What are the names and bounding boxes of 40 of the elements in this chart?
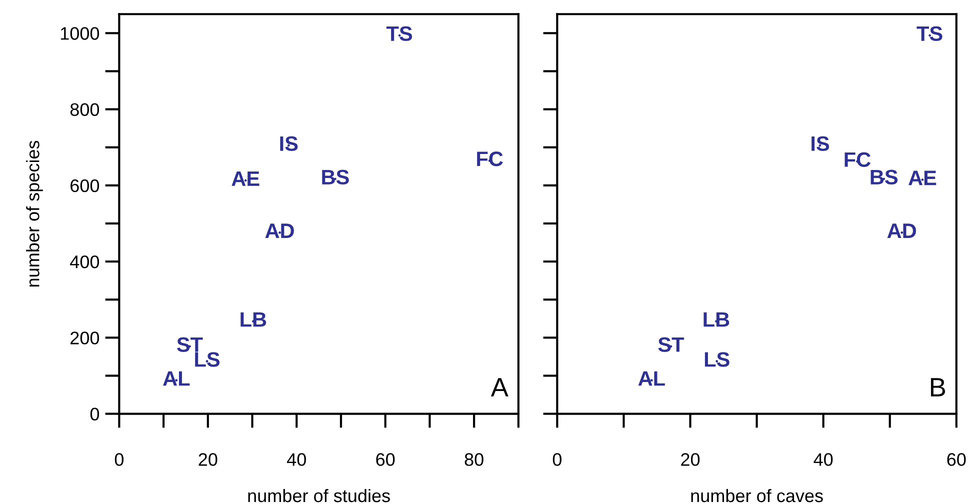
data-label: AL — [638, 371, 665, 386]
data-label: BS — [322, 170, 349, 185]
data-label: TS — [386, 26, 412, 42]
x-tick-label: 20 — [681, 453, 700, 466]
data-label: LS — [195, 352, 220, 367]
data-label: LS — [704, 352, 730, 367]
x-tick-label: 60 — [947, 453, 966, 466]
data-label: TS — [916, 26, 942, 42]
x-tick-label: 0 — [552, 453, 562, 466]
x-tick-label: 40 — [286, 453, 306, 466]
annotation: B — [930, 378, 946, 396]
data-label: AD — [265, 224, 294, 238]
data-label: LB — [240, 312, 266, 327]
x-tick-label: 80 — [464, 453, 484, 466]
y-tick-label: 400 — [70, 255, 100, 268]
x-tick-label: 60 — [376, 453, 395, 466]
data-label: IS — [812, 136, 830, 152]
y-tick-label: 1000 — [60, 27, 100, 40]
y-axis-title: number of species — [26, 140, 43, 287]
data-label: FC — [844, 152, 871, 168]
data-label: FC — [477, 152, 503, 166]
x-axis-title: number of studies — [248, 488, 390, 502]
data-label: AD — [887, 224, 916, 238]
data-label: BS — [870, 170, 898, 185]
x-tick-label: 0 — [114, 453, 124, 466]
x-tick-label: 20 — [198, 453, 218, 466]
data-label: IS — [280, 136, 298, 152]
annotation: A — [490, 378, 508, 396]
y-tick-label: 200 — [70, 332, 100, 344]
y-tick-label: 600 — [70, 179, 100, 192]
x-tick-label: 40 — [814, 453, 833, 466]
data-label: ST — [658, 337, 684, 352]
data-label: ST — [177, 337, 203, 352]
data-label: AE — [908, 170, 936, 186]
x-axis-title: number of caves — [691, 488, 823, 502]
data-label: AL — [163, 371, 190, 386]
data-label: AE — [232, 172, 260, 186]
y-tick-label: 800 — [70, 103, 100, 116]
y-tick-label: 0 — [90, 408, 100, 421]
data-label: LB — [704, 312, 730, 327]
